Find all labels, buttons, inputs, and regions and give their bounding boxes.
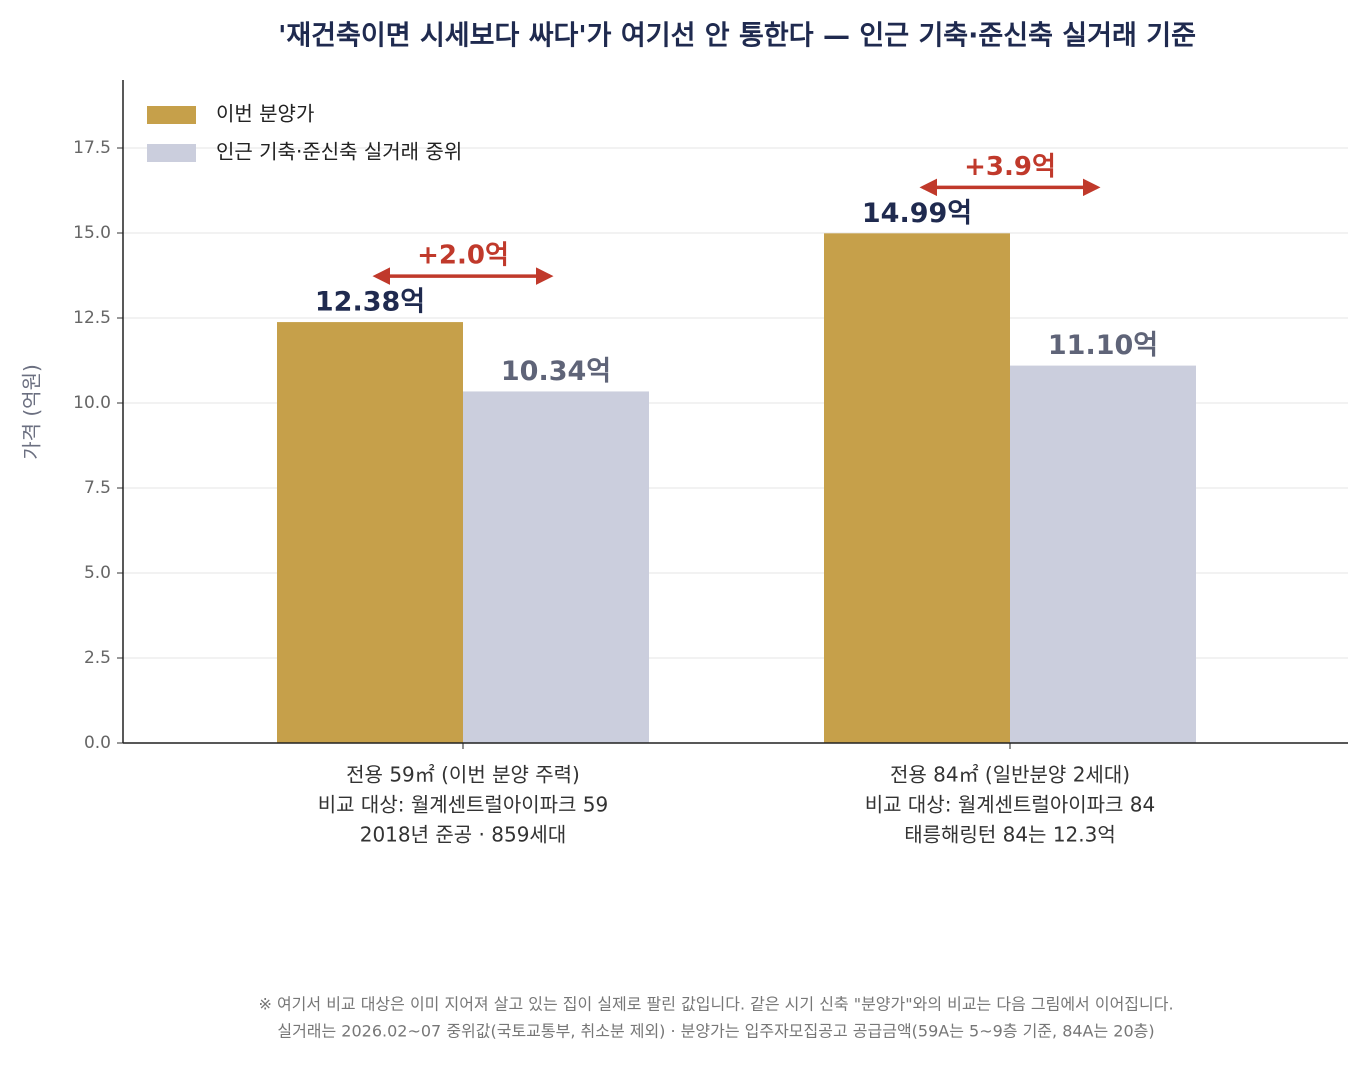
value-label: 12.38억	[315, 287, 425, 318]
x-tick-label: 2018년 준공 · 859세대	[360, 823, 567, 847]
bar	[1010, 365, 1196, 743]
footnote: 실거래는 2026.02~07 중위값(국토교통부, 취소분 제외) · 분양가…	[277, 1022, 1154, 1041]
bar	[824, 233, 1010, 743]
y-tick-label: 12.5	[73, 308, 111, 328]
x-tick-label: 비교 대상: 월계센트럴아이파크 84	[865, 793, 1155, 817]
y-tick-label: 5.0	[84, 563, 111, 583]
x-tick-label: 비교 대상: 월계센트럴아이파크 59	[318, 793, 608, 817]
value-label: 14.99억	[862, 198, 972, 229]
value-label: 11.10억	[1048, 330, 1158, 361]
y-tick-label: 17.5	[73, 138, 111, 158]
chart-title: '재건축이면 시세보다 싸다'가 여기선 안 통한다 — 인근 기축·준신축 실…	[278, 21, 1196, 52]
legend-swatch	[147, 106, 196, 124]
legend-swatch	[147, 144, 196, 162]
y-tick-label: 15.0	[73, 223, 111, 243]
legend-label: 인근 기축·준신축 실거래 중위	[216, 140, 462, 164]
y-axis-label: 가격 (억원)	[20, 364, 44, 460]
x-tick-label: 전용 59㎡ (이번 분양 주력)	[346, 763, 580, 787]
y-tick-label: 0.0	[84, 733, 111, 753]
legend-label: 이번 분양가	[216, 102, 314, 126]
x-tick-label: 전용 84㎡ (일반분양 2세대)	[890, 763, 1130, 787]
x-tick-label: 태릉해링턴 84는 12.3억	[904, 823, 1116, 847]
annotation: +2.0억	[417, 241, 509, 271]
footnote: ※ 여기서 비교 대상은 이미 지어져 살고 있는 집이 실제로 팔린 값입니다…	[258, 995, 1173, 1014]
annotation: +3.9억	[964, 152, 1056, 182]
y-tick-label: 10.0	[73, 393, 111, 413]
y-tick-label: 2.5	[84, 648, 111, 668]
value-label: 10.34억	[501, 356, 611, 387]
bar	[463, 391, 649, 743]
bar	[277, 322, 463, 743]
y-tick-label: 7.5	[84, 478, 111, 498]
